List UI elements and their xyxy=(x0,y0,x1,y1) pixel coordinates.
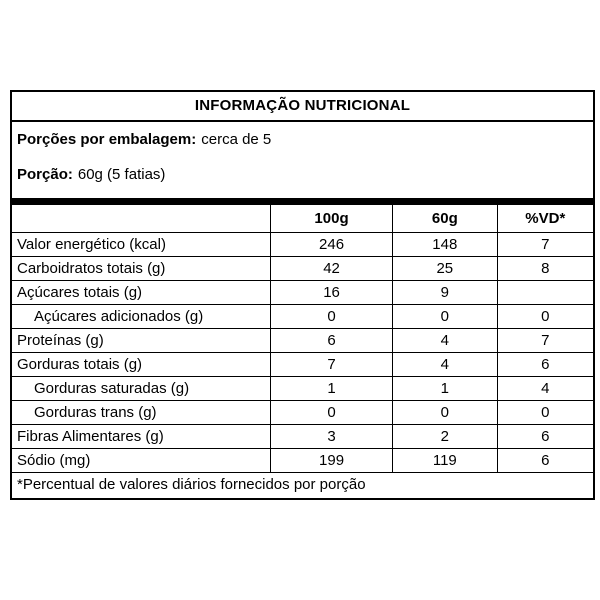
value-vd: 0 xyxy=(496,399,593,425)
value-vd: 6 xyxy=(496,447,593,473)
value-60g: 4 xyxy=(392,327,498,353)
nutrient-name: Gorduras saturadas (g) xyxy=(12,375,272,401)
value-vd: 6 xyxy=(496,351,593,377)
value-vd xyxy=(496,279,593,305)
servings-per-package-label: Porções por embalagem: xyxy=(17,131,197,148)
table-row: Proteínas (g) 6 4 7 xyxy=(12,327,593,353)
table-row: Açúcares adicionados (g) 0 0 0 xyxy=(12,303,593,329)
value-100g: 3 xyxy=(270,423,394,449)
value-vd: 0 xyxy=(496,303,593,329)
value-100g: 199 xyxy=(270,447,394,473)
serving-size-line: Porção: 60g (5 fatias) xyxy=(17,166,588,184)
value-60g: 148 xyxy=(392,231,498,257)
table-header-row: 100g 60g %VD* xyxy=(12,205,593,233)
value-60g: 1 xyxy=(392,375,498,401)
table-row: Fibras Alimentares (g) 3 2 6 xyxy=(12,423,593,449)
table-row: Sódio (mg) 199 119 6 xyxy=(12,447,593,473)
nutrient-name: Carboidratos totais (g) xyxy=(12,255,272,281)
table-row: Gorduras trans (g) 0 0 0 xyxy=(12,399,593,425)
nutrient-name: Proteínas (g) xyxy=(12,327,272,353)
value-100g: 6 xyxy=(270,327,394,353)
value-100g: 246 xyxy=(270,231,394,257)
serving-size-value: 60g (5 fatias) xyxy=(77,166,166,183)
value-60g: 0 xyxy=(392,303,498,329)
table-row: Gorduras saturadas (g) 1 1 4 xyxy=(12,375,593,401)
value-vd: 7 xyxy=(496,327,593,353)
col-header-vd: %VD* xyxy=(496,205,593,233)
nutrient-name: Açúcares totais (g) xyxy=(12,279,272,305)
nutrient-name: Gorduras trans (g) xyxy=(12,399,272,425)
value-100g: 0 xyxy=(270,303,394,329)
col-header-60g: 60g xyxy=(392,205,498,233)
table-row: Carboidratos totais (g) 42 25 8 xyxy=(12,255,593,281)
nutrient-name: Fibras Alimentares (g) xyxy=(12,423,272,449)
nutrient-name: Valor energético (kcal) xyxy=(12,231,272,257)
value-60g: 119 xyxy=(392,447,498,473)
value-100g: 42 xyxy=(270,255,394,281)
value-100g: 7 xyxy=(270,351,394,377)
value-60g: 2 xyxy=(392,423,498,449)
value-60g: 25 xyxy=(392,255,498,281)
col-header-100g: 100g xyxy=(270,205,394,233)
servings-per-package-value: cerca de 5 xyxy=(201,131,272,148)
col-header-item xyxy=(12,205,272,233)
divider-bar xyxy=(12,198,593,205)
value-60g: 0 xyxy=(392,399,498,425)
value-100g: 16 xyxy=(270,279,394,305)
table-row: Gorduras totais (g) 7 4 6 xyxy=(12,351,593,377)
table-row: Valor energético (kcal) 246 148 7 xyxy=(12,231,593,257)
nutrition-table: 100g 60g %VD* Valor energético (kcal) 24… xyxy=(12,205,593,473)
page-title: INFORMAÇÃO NUTRICIONAL xyxy=(12,92,593,122)
serving-size-label: Porção: xyxy=(17,166,73,183)
value-100g: 0 xyxy=(270,399,394,425)
value-100g: 1 xyxy=(270,375,394,401)
value-60g: 4 xyxy=(392,351,498,377)
nutrient-name: Gorduras totais (g) xyxy=(12,351,272,377)
value-vd: 4 xyxy=(496,375,593,401)
nutrient-name: Sódio (mg) xyxy=(12,447,272,473)
value-vd: 8 xyxy=(496,255,593,281)
value-60g: 9 xyxy=(392,279,498,305)
value-vd: 7 xyxy=(496,231,593,257)
footnote: *Percentual de valores diários fornecido… xyxy=(17,475,366,493)
nutrient-name: Açúcares adicionados (g) xyxy=(12,303,272,329)
servings-per-package-line: Porções por embalagem: cerca de 5 xyxy=(17,131,588,149)
nutrition-label: INFORMAÇÃO NUTRICIONAL Porções por embal… xyxy=(10,90,595,500)
serving-section: Porções por embalagem: cerca de 5 Porção:… xyxy=(12,122,593,198)
table-row: Açúcares totais (g) 16 9 xyxy=(12,279,593,305)
value-vd: 6 xyxy=(496,423,593,449)
